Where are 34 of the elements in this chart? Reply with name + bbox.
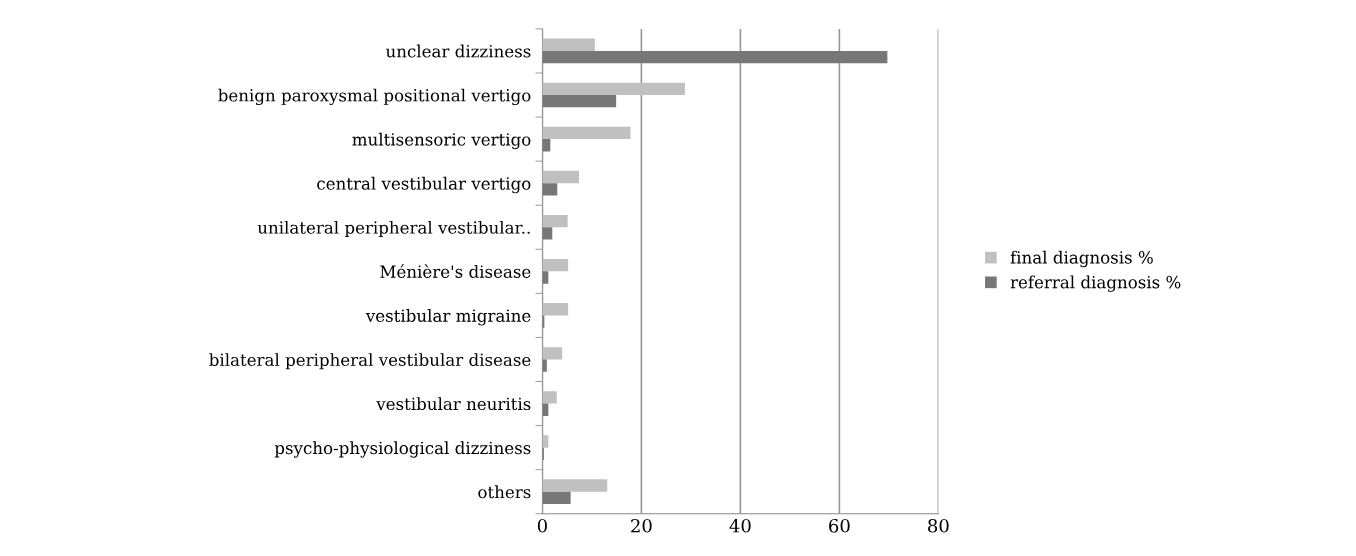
y-tick-label: vestibular neuritis (376, 397, 531, 411)
bar (542, 50, 888, 64)
y-tick-label: bilateral peripheral vestibular disease (209, 353, 531, 370)
y-tick-label: psycho-physiological dizziness (274, 441, 531, 458)
y-tick-label: unclear dizziness (385, 44, 531, 58)
bar (542, 347, 563, 360)
bar (542, 126, 631, 140)
bar (542, 82, 685, 96)
bar (542, 491, 571, 505)
bar (542, 258, 569, 272)
legend-label: referral diagnosis % (1010, 275, 1181, 292)
y-tick-label: vestibular migraine (365, 309, 531, 326)
bar (542, 391, 557, 404)
bar (542, 359, 547, 372)
bar (542, 170, 580, 184)
bar (542, 183, 558, 196)
bar (542, 38, 595, 51)
bar (542, 303, 569, 316)
bar (542, 95, 617, 108)
y-tick-label: others (478, 485, 531, 499)
bar (542, 214, 568, 228)
x-tick-label: 60 (829, 518, 850, 533)
y-tick-label: benign paroxysmal positional vertigo (218, 88, 531, 106)
bar (542, 479, 608, 492)
x-tick-label: 0 (537, 518, 547, 533)
x-tick-label: 20 (631, 518, 652, 533)
y-tick-label: Ménière's disease (380, 264, 531, 278)
bar (542, 227, 553, 240)
x-tick-label: 80 (928, 518, 949, 533)
x-tick-label: 40 (729, 518, 751, 533)
y-tick-label: unilateral peripheral vestibular.. (257, 220, 530, 238)
y-tick-label: central vestibular vertigo (317, 176, 531, 194)
legend-label: final diagnosis % (1010, 250, 1153, 268)
y-tick-label: multisensoric vertigo (352, 132, 531, 150)
